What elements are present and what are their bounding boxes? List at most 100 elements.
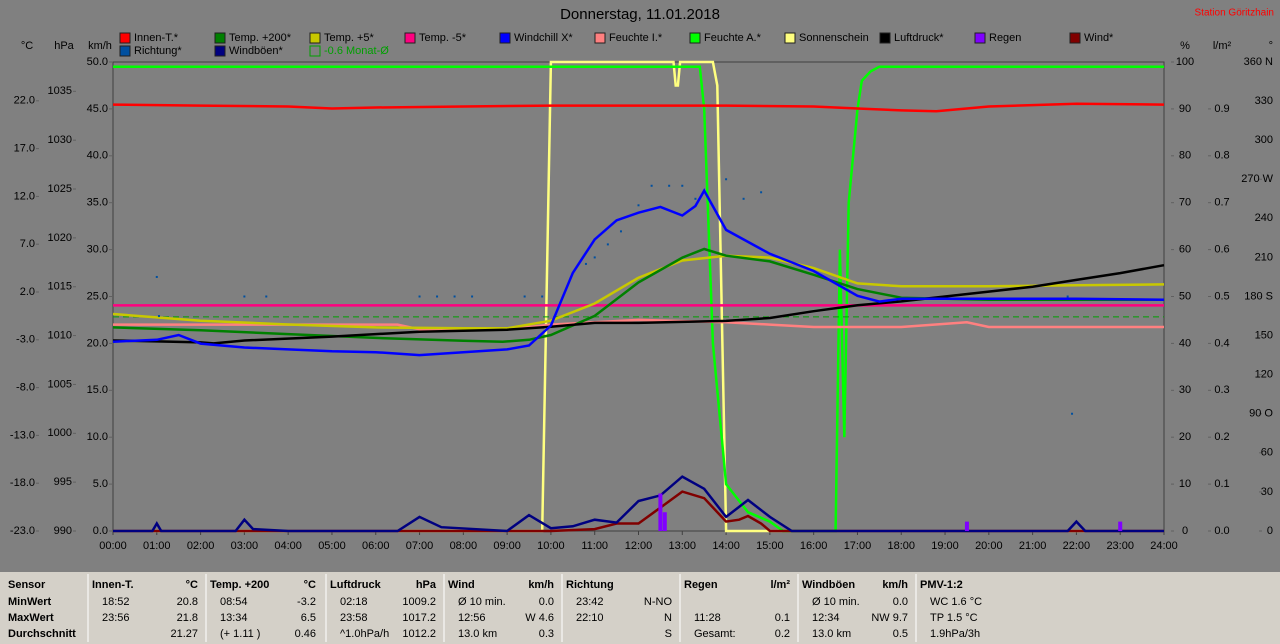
table-header: Richtung bbox=[566, 579, 614, 591]
y-tick-label: 1030 bbox=[48, 134, 72, 146]
series-dot bbox=[541, 295, 544, 298]
legend-label: Luftdruck* bbox=[894, 32, 944, 44]
series-dot bbox=[606, 243, 609, 246]
table-unit: l/m² bbox=[770, 579, 790, 591]
table-cell: (+ 1.11 ) bbox=[220, 628, 260, 640]
y-tick-label: 0.1 bbox=[1214, 478, 1229, 490]
table-cell: 0.2 bbox=[775, 628, 790, 640]
y-tick-label: 1025 bbox=[48, 183, 72, 195]
x-tick-label: 14:00 bbox=[712, 540, 740, 552]
table-cell: W 4.6 bbox=[525, 612, 554, 624]
station-name: Station Göritzhain bbox=[1195, 8, 1275, 19]
y-tick-label: 180 S bbox=[1244, 290, 1273, 302]
y-tick-label: 1000 bbox=[48, 427, 72, 439]
y-tick-label: 90 bbox=[1179, 103, 1191, 115]
table-cell: MinWert bbox=[8, 596, 52, 608]
x-tick-label: 06:00 bbox=[362, 540, 390, 552]
legend-label: Innen-T.* bbox=[134, 32, 179, 44]
x-tick-label: 05:00 bbox=[318, 540, 346, 552]
table-cell: 11:28 bbox=[694, 612, 721, 624]
table-cell: 0.46 bbox=[295, 628, 316, 640]
table-header: Sensor bbox=[8, 579, 46, 591]
table-header: Temp. +200 bbox=[210, 579, 269, 591]
series-dot bbox=[584, 262, 587, 265]
y-tick-label: 45.0 bbox=[87, 103, 108, 115]
legend-label: -0.6 Monat-Ø bbox=[324, 45, 389, 57]
series-line bbox=[112, 102, 1165, 113]
table-cell: 0.0 bbox=[539, 596, 554, 608]
series-bar bbox=[1118, 521, 1123, 531]
series-line bbox=[113, 65, 1164, 533]
x-tick-label: 20:00 bbox=[975, 540, 1003, 552]
series-dot bbox=[155, 275, 158, 278]
y-tick-label: 100 bbox=[1176, 56, 1194, 68]
series-dot bbox=[453, 295, 456, 298]
legend-swatch bbox=[499, 32, 511, 44]
series-bar bbox=[658, 493, 663, 531]
table-header: Wind bbox=[448, 579, 475, 591]
series-dot bbox=[1071, 412, 1074, 415]
y-tick-label: 17.0 bbox=[14, 143, 35, 155]
table-cell: 23:42 bbox=[576, 596, 604, 608]
series-dot bbox=[471, 295, 474, 298]
series-dot bbox=[742, 197, 745, 200]
x-tick-label: 08:00 bbox=[450, 540, 478, 552]
y-tick-label: 270 W bbox=[1241, 173, 1273, 185]
series-dot bbox=[681, 184, 684, 187]
series-line bbox=[112, 247, 1164, 343]
y-tick-label: 15.0 bbox=[87, 384, 108, 396]
y-tick-label: 30.0 bbox=[87, 244, 108, 256]
x-tick-label: 04:00 bbox=[274, 540, 302, 552]
y-tick-label: 0.0 bbox=[1214, 525, 1229, 537]
series-line bbox=[113, 318, 1164, 331]
y-tick-label: 1020 bbox=[48, 232, 72, 244]
y-tick-label: 40.0 bbox=[87, 150, 108, 162]
x-tick-label: 19:00 bbox=[931, 540, 959, 552]
table-cell: 12:56 bbox=[458, 612, 486, 624]
y-tick-label: 60 bbox=[1179, 244, 1191, 256]
x-tick-label: 15:00 bbox=[756, 540, 784, 552]
axis-unit: °C bbox=[21, 40, 33, 52]
legend-label: Feuchte A.* bbox=[704, 32, 762, 44]
table-header: Windböen bbox=[802, 579, 855, 591]
legend-swatch bbox=[214, 45, 226, 57]
table-header: Regen bbox=[684, 579, 718, 591]
legend-label: Sonnenschein bbox=[799, 32, 869, 44]
y-tick-label: 20.0 bbox=[87, 337, 108, 349]
y-tick-label: 30 bbox=[1261, 486, 1273, 498]
series-dot bbox=[593, 256, 596, 259]
legend-label: Wind* bbox=[1084, 32, 1114, 44]
table-cell: Gesamt: bbox=[694, 628, 736, 640]
series-dot bbox=[760, 191, 763, 194]
y-tick-label: 50 bbox=[1179, 290, 1191, 302]
table-cell: 1017.2 bbox=[402, 612, 436, 624]
series-dot bbox=[668, 184, 671, 187]
table-unit: km/h bbox=[528, 579, 554, 591]
axis-unit: l/m² bbox=[1213, 40, 1232, 52]
y-tick-label: 60 bbox=[1261, 447, 1273, 459]
legend-swatch bbox=[309, 32, 321, 44]
table-cell: Ø 10 min. bbox=[458, 596, 506, 608]
x-tick-label: 24:00 bbox=[1150, 540, 1178, 552]
y-tick-label: -8.0 bbox=[16, 382, 35, 394]
chart-title: Donnerstag, 11.01.2018 bbox=[560, 6, 720, 23]
y-tick-label: 330 bbox=[1255, 95, 1273, 107]
series-bar bbox=[964, 521, 969, 531]
x-tick-label: 03:00 bbox=[231, 540, 259, 552]
table-cell: 0.1 bbox=[775, 612, 790, 624]
table-cell: 21.8 bbox=[177, 612, 198, 624]
x-tick-label: 18:00 bbox=[887, 540, 915, 552]
table-cell: -3.2 bbox=[297, 596, 316, 608]
y-tick-label: 10 bbox=[1179, 478, 1191, 490]
series-dot bbox=[1066, 295, 1069, 298]
legend-swatch bbox=[1069, 32, 1081, 44]
table-cell: 13.0 km bbox=[812, 628, 851, 640]
x-tick-label: 01:00 bbox=[143, 540, 171, 552]
table-cell: 1012.2 bbox=[402, 628, 436, 640]
legend-swatch bbox=[119, 32, 131, 44]
y-tick-label: 80 bbox=[1179, 150, 1191, 162]
y-tick-label: 210 bbox=[1255, 251, 1273, 263]
y-tick-label: 0 bbox=[1267, 525, 1273, 537]
y-tick-label: 0.2 bbox=[1214, 431, 1229, 443]
